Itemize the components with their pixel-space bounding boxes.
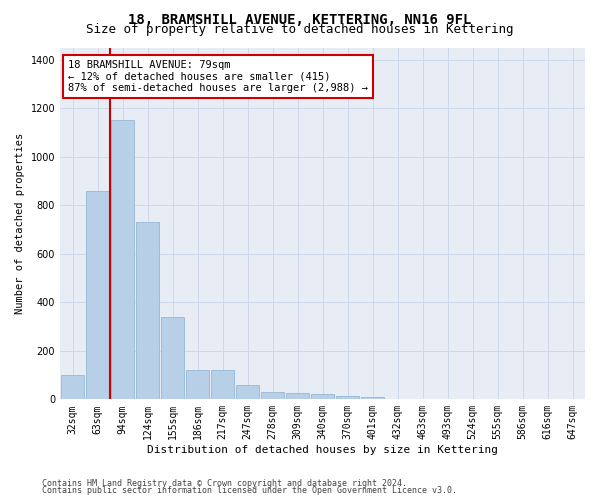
Bar <box>161 317 184 400</box>
Bar <box>111 120 134 400</box>
Bar <box>86 190 109 400</box>
Bar <box>261 392 284 400</box>
X-axis label: Distribution of detached houses by size in Kettering: Distribution of detached houses by size … <box>147 445 498 455</box>
Text: 18, BRAMSHILL AVENUE, KETTERING, NN16 9FL: 18, BRAMSHILL AVENUE, KETTERING, NN16 9F… <box>128 12 472 26</box>
Text: Contains HM Land Registry data © Crown copyright and database right 2024.: Contains HM Land Registry data © Crown c… <box>42 478 407 488</box>
Bar <box>286 394 309 400</box>
Bar <box>186 370 209 400</box>
Text: Size of property relative to detached houses in Kettering: Size of property relative to detached ho… <box>86 24 514 36</box>
Bar <box>61 375 84 400</box>
Bar <box>236 385 259 400</box>
Y-axis label: Number of detached properties: Number of detached properties <box>15 133 25 314</box>
Bar <box>361 398 384 400</box>
Bar <box>136 222 159 400</box>
Bar <box>211 370 234 400</box>
Text: Contains public sector information licensed under the Open Government Licence v3: Contains public sector information licen… <box>42 486 457 495</box>
Text: 18 BRAMSHILL AVENUE: 79sqm
← 12% of detached houses are smaller (415)
87% of sem: 18 BRAMSHILL AVENUE: 79sqm ← 12% of deta… <box>68 60 368 93</box>
Bar <box>311 394 334 400</box>
Bar <box>336 396 359 400</box>
